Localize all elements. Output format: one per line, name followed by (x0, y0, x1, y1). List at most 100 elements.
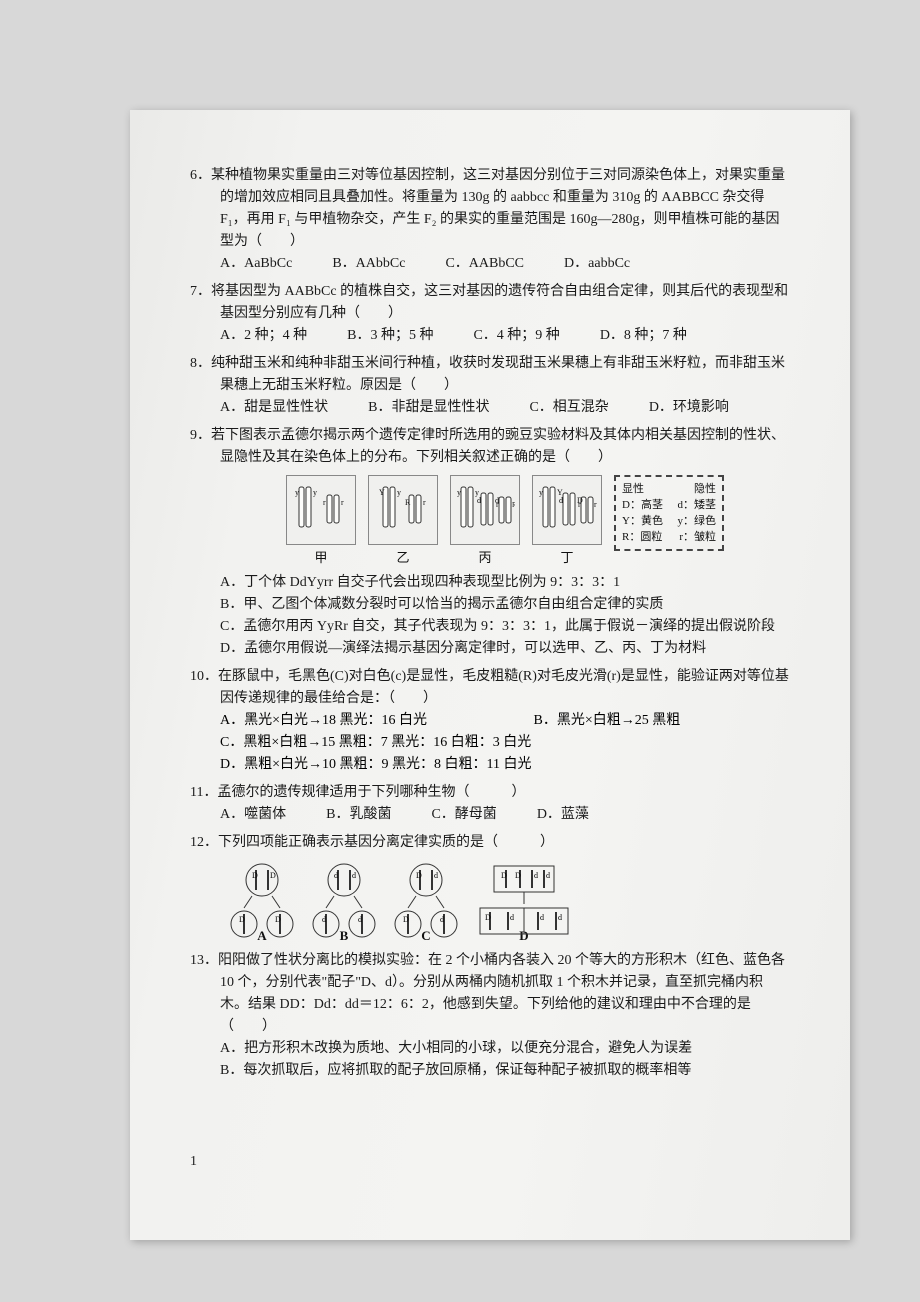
question-11-options: A．噬菌体 B．乳酸菌 C．酵母菌 D．蓝藻 (190, 804, 790, 826)
question-12-text: 12．下列四项能正确表示基因分离定律实质的是（ ） (190, 832, 790, 854)
panel-caption: 丙 (450, 547, 520, 566)
svg-text:d: d (558, 913, 562, 922)
cell-panel-d: D D d d D d d d D (476, 862, 572, 944)
svg-text:d: d (440, 915, 444, 924)
cell-diagram: D D d d D d d d (476, 862, 572, 926)
option-d: D．aabbCc (564, 253, 630, 275)
svg-text:D: D (403, 915, 409, 924)
svg-text:d: d (540, 913, 544, 922)
option-c: C．孟德尔用丙 YyRr 自交，其子代表现为 9：3：3：1，此属于假说－演绎的… (190, 616, 790, 638)
question-8-options: A．甜是显性性状 B．非甜是显性性状 C．相互混杂 D．环境影响 (190, 397, 790, 419)
svg-text:y: y (295, 488, 299, 497)
cell-division-icon: D d D d (394, 862, 458, 950)
legend-box: 显性 隐性 D：高茎d：矮茎 Y：黄色y：绿色 R：圆粒r：皱粒 (614, 475, 724, 551)
svg-text:D: D (501, 871, 507, 880)
option-d: D．黑粗×白光→10 黑粗：9 黑光：8 白粗：11 白光 (220, 754, 790, 776)
svg-text:D: D (515, 871, 521, 880)
option-b: B．乳酸菌 (326, 804, 391, 826)
svg-text:d: d (477, 496, 481, 505)
option-b: B．非甜是显性性状 (368, 397, 489, 419)
cell-diagram: d d d d (312, 862, 376, 926)
question-7-options: A．2 种；4 种 B．3 种；5 种 C．4 种；9 种 D．8 种；7 种 (190, 325, 790, 347)
option-a: A．噬菌体 (220, 804, 286, 826)
option-c: C．4 种；9 种 (473, 325, 559, 347)
option-c: C．相互混杂 (529, 397, 608, 419)
svg-text:r: r (496, 500, 499, 509)
svg-text:d: d (322, 915, 326, 924)
svg-text:y: y (539, 488, 543, 497)
option-a: A．把方形积木改换为质地、大小相同的小球，以便充分混合，避免人为误差 (190, 1038, 790, 1060)
svg-text:r: r (578, 500, 581, 509)
question-11: 11．孟德尔的遗传规律适用于下列哪种生物（ ） A．噬菌体 B．乳酸菌 C．酵母… (190, 782, 790, 826)
svg-text:R: R (512, 501, 515, 509)
svg-text:r: r (423, 498, 426, 507)
question-12-figure: D D D D A d d d (230, 862, 790, 944)
chrom-box: yy dd rR (450, 475, 520, 545)
cell-panel-b: d d d d B (312, 862, 376, 944)
question-10-options: A．黑光×白光→18 黑光：16 白光 B．黑光×白粗→25 黑粗 C．黑粗×白… (190, 710, 790, 776)
question-9-figure: y y r r 甲 Yy Rr 乙 (220, 475, 790, 566)
option-a: A．2 种；4 种 (220, 325, 307, 347)
option-a: A．AaBbCc (220, 253, 292, 275)
svg-text:d: d (434, 871, 438, 880)
svg-text:d: d (546, 871, 550, 880)
svg-text:D: D (239, 915, 245, 924)
question-8: 8．纯种甜玉米和纯种非甜玉米间行种植，收获时发现甜玉米果穗上有非甜玉米籽粒，而非… (190, 353, 790, 419)
svg-text:d: d (358, 915, 362, 924)
svg-text:y: y (457, 488, 461, 497)
question-6-options: A．AaBbCc B．AAbbCc C．AABbCC D．aabbCc (190, 253, 790, 275)
question-13: 13．阳阳做了性状分离比的模拟实验：在 2 个小桶内各装入 20 个等大的方形积… (190, 950, 790, 1082)
svg-text:d: d (510, 913, 514, 922)
page-number: 1 (190, 1154, 197, 1170)
svg-text:D: D (275, 915, 281, 924)
svg-text:y: y (397, 488, 401, 497)
chromosome-panel-jia: yy rr 甲 (286, 475, 356, 566)
svg-text:d: d (559, 496, 563, 505)
question-9-text: 9．若下图表示孟德尔揭示两个遗传定律时所选用的豌豆实验材料及其体内相关基因控制的… (190, 425, 790, 469)
option-d: D．蓝藻 (537, 804, 589, 826)
cell-panel-a: D D D D A (230, 862, 294, 944)
option-b: B．甲、乙图个体减数分裂时可以恰当的揭示孟德尔自由组合定律的实质 (190, 594, 790, 616)
svg-text:r: r (594, 500, 597, 509)
option-d: D．8 种；7 种 (600, 325, 687, 347)
svg-text:D: D (416, 871, 422, 880)
svg-text:D: D (485, 913, 491, 922)
legend-row: D：高茎d：矮茎 (622, 497, 716, 513)
option-c: C．酵母菌 (431, 804, 496, 826)
svg-text:D: D (252, 871, 258, 880)
scanned-page: 6．某种植物果实重量由三对等位基因控制，这三对基因分别位于三对同源染色体上，对果… (130, 110, 850, 1240)
svg-text:D: D (270, 871, 276, 880)
panel-caption: 乙 (368, 547, 438, 566)
option-d: D．环境影响 (649, 397, 729, 419)
chromosome-diagram-icon: yy dd rR (455, 481, 515, 539)
question-9: 9．若下图表示孟德尔揭示两个遗传定律时所选用的豌豆实验材料及其体内相关基因控制的… (190, 425, 790, 660)
chrom-box: yy rr (286, 475, 356, 545)
svg-text:d: d (352, 871, 356, 880)
question-13-text: 13．阳阳做了性状分离比的模拟实验：在 2 个小桶内各装入 20 个等大的方形积… (190, 950, 790, 1038)
option-b: B．每次抓取后，应将抓取的配子放回原桶，保证每种配子被抓取的概率相等 (190, 1060, 790, 1082)
chrom-box: yY dD rr (532, 475, 602, 545)
cell-division-icon: D D D D (230, 862, 294, 950)
question-6: 6．某种植物果实重量由三对等位基因控制，这三对基因分别位于三对同源染色体上，对果… (190, 165, 790, 275)
question-12: 12．下列四项能正确表示基因分离定律实质的是（ ） D D D D A (190, 832, 790, 944)
question-6-num: 6． (190, 168, 211, 183)
svg-text:d: d (534, 871, 538, 880)
option-c: C．AABbCC (445, 253, 524, 275)
svg-text:r: r (341, 498, 344, 507)
chromosome-panel-ding: yY dD rr 丁 (532, 475, 602, 566)
panel-caption: 甲 (286, 547, 356, 566)
chromosome-panel-yi: Yy Rr 乙 (368, 475, 438, 566)
question-11-text: 11．孟德尔的遗传规律适用于下列哪种生物（ ） (190, 782, 790, 804)
panel-caption: 丁 (532, 547, 602, 566)
option-a: A．甜是显性性状 (220, 397, 328, 419)
question-6-text: 6．某种植物果实重量由三对等位基因控制，这三对基因分别位于三对同源染色体上，对果… (190, 165, 790, 253)
chromosome-panel-bing: yy dd rR 丙 (450, 475, 520, 566)
cell-panel-c: D d D d C (394, 862, 458, 944)
legend-row: Y：黄色y：绿色 (622, 513, 716, 529)
option-b: B．3 种；5 种 (347, 325, 433, 347)
option-b: B．AAbbCc (332, 253, 405, 275)
svg-text:d: d (334, 871, 338, 880)
cell-diagram: D D D D (230, 862, 294, 926)
chromosome-diagram-icon: yY dD rr (537, 481, 597, 539)
svg-text:y: y (313, 488, 317, 497)
